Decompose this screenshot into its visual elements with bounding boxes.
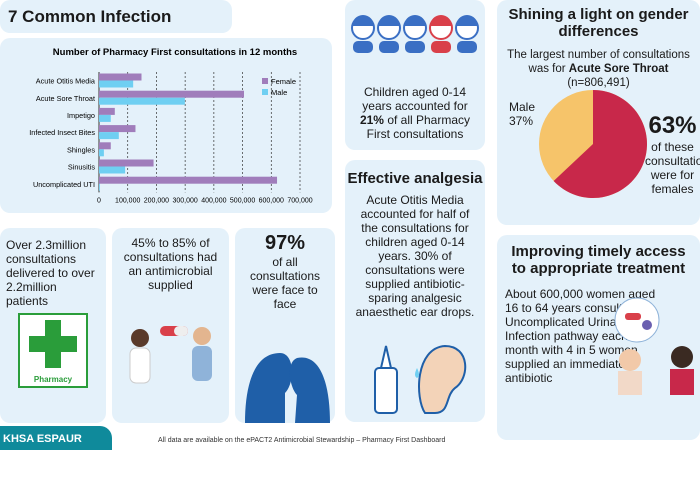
legend-swatch-female [262,78,268,84]
bar-female [99,107,115,115]
legend-label: Male [271,88,287,97]
bar-male [99,166,126,174]
x-tick-label: 200,000 [144,197,169,204]
antimicrobial-panel: 45% to 85% of consultations had an antim… [112,228,229,423]
page-title: 7 Common Infection Clinical Pathways [0,0,232,59]
x-tick-label: 0 [97,197,101,204]
gender-pie [539,90,647,198]
bar-male [99,80,134,88]
children-panel: Children aged 0-14 years accounted for 2… [345,0,485,150]
pharmacist-patient-icon [129,326,212,384]
analgesia-panel: Effective analgesia Acute Otitis Media a… [345,160,485,422]
legend-label: Female [271,77,296,86]
male-label: Male 37% [509,100,536,128]
pharmacy-cross-icon: Pharmacy [18,313,88,388]
antimicrobial-text: 45% to 85% of consultations had an antim… [123,236,218,292]
children-text: Children aged 0-14 years accounted for 2… [359,85,471,141]
category-label: Sinusitis [68,163,96,172]
bar-female [99,159,154,167]
gender-title: Shining a light on gender differences [508,6,689,40]
analgesia-text: Acute Otitis Media accounted for half of… [355,193,475,319]
report-label: KHSA ESPAUR Report 2024-25 [0,426,112,471]
faces-icon [245,353,330,423]
bar-male [99,183,100,191]
bar-female [99,142,111,150]
face-to-face-panel: 97% of all consultations were face to fa… [235,228,335,423]
x-tick-label: 700,000 [287,197,312,204]
category-label: Acute Sore Throat [36,94,95,103]
bar-male [99,114,111,122]
face-text: of all consultations were face to face [249,255,321,311]
x-tick-label: 600,000 [259,197,284,204]
x-tick-label: 100,000 [115,197,140,204]
category-label: Impetigo [67,111,95,120]
category-label: Infected Insect Bites [29,128,95,137]
category-label: Shingles [67,145,95,154]
legend-swatch-male [262,89,268,95]
gender-panel: Shining a light on gender differences Th… [497,0,700,225]
bar-male [99,149,104,157]
consultations-total-panel: Over 2.3million consultations delivered … [0,228,106,423]
access-title: Improving timely access to appropriate t… [511,243,686,277]
women-pills-icon [614,297,694,395]
bar-female [99,125,136,133]
consultations-chart-panel: Number of Pharmacy First consultations i… [0,38,332,213]
face-pct: 97% [264,232,306,254]
bar-male [99,132,119,140]
x-tick-label: 300,000 [172,197,197,204]
chart-title: Number of Pharmacy First consultations i… [53,47,297,58]
category-label: Uncomplicated UTI [33,180,95,189]
pie-slice-female [553,90,647,198]
bar-chart: Number of Pharmacy First consultations i… [29,47,312,204]
x-tick-label: 400,000 [201,197,226,204]
analgesia-title: Effective analgesia [347,170,483,187]
bar-male [99,97,185,105]
category-label: Acute Otitis Media [36,77,96,86]
children-icon [351,15,479,53]
ear-drops-icon [374,344,467,414]
female-stat: 63% of these consultations were for fema… [645,112,700,196]
x-tick-label: 500,000 [230,197,255,204]
gender-text: The largest number of consultations was … [507,49,690,89]
bar-female [99,90,245,98]
bar-female [99,73,142,81]
total-text: Over 2.3million consultations delivered … [6,238,95,308]
bar-female [99,176,278,184]
timely-access-panel: Improving timely access to appropriate t… [497,235,700,440]
data-source-note: All data are available on the ePACT2 Ant… [158,437,446,444]
